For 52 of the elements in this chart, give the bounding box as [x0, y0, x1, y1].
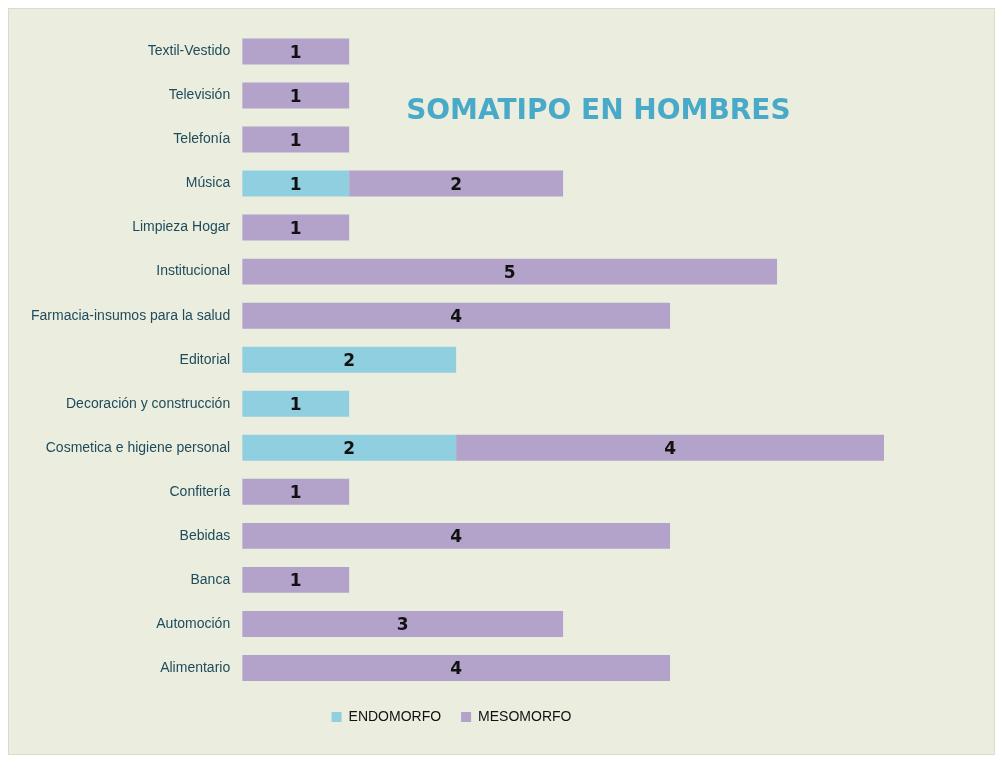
- data-label: 4: [450, 526, 463, 547]
- data-label: 4: [450, 306, 463, 327]
- y-tick-label: Textil-Vestido: [147, 42, 231, 59]
- data-label: 2: [343, 438, 356, 459]
- y-tick-label: Decoración y construcción: [66, 394, 231, 411]
- data-label: 2: [450, 173, 463, 194]
- data-label: 1: [289, 173, 302, 194]
- bar: [242, 170, 350, 197]
- data-label: 1: [289, 482, 302, 503]
- legend-label: ENDOMORFO: [348, 707, 442, 724]
- y-tick-label: Limpieza Hogar: [132, 218, 231, 235]
- text: SOMATIPO EN HOMBRES: [406, 92, 791, 126]
- bar: [242, 390, 350, 417]
- y-tick-label: Telefonía: [173, 130, 231, 147]
- data-label: 1: [289, 129, 302, 150]
- y-tick-label: Confitería: [169, 482, 231, 499]
- bar: [242, 82, 350, 109]
- bar: [242, 346, 457, 373]
- y-tick-label: Banca: [190, 570, 231, 587]
- data-label: 4: [450, 658, 463, 679]
- data-label: 1: [289, 41, 302, 62]
- bar: [349, 170, 564, 197]
- data-label: 5: [503, 262, 516, 283]
- bar: [242, 478, 350, 505]
- bar: [242, 126, 350, 153]
- bar: [242, 655, 671, 681]
- y-tick-label: Bebidas: [179, 526, 231, 543]
- bar: [242, 522, 671, 549]
- data-label: 2: [343, 350, 356, 371]
- y-tick-label: Farmacia-insumos para la salud: [30, 306, 231, 323]
- y-tick-label: Automoción: [156, 614, 231, 631]
- bar: [242, 38, 350, 65]
- y-tick-label: Televisión: [168, 86, 231, 103]
- bar: [242, 566, 350, 593]
- y-tick-label: Cosmetica e higiene personal: [45, 438, 231, 455]
- data-label: 1: [289, 570, 302, 591]
- y-tick-label: Editorial: [179, 350, 231, 367]
- bar: [242, 214, 350, 241]
- data-label: 3: [396, 614, 409, 635]
- data-label: 1: [289, 85, 302, 106]
- bar: [456, 434, 884, 461]
- data-label: 1: [289, 394, 302, 415]
- data-label: 4: [664, 438, 677, 459]
- y-tick-label: Alimentario: [160, 658, 231, 675]
- y-tick-label: Música: [185, 174, 231, 191]
- bar: [242, 302, 671, 329]
- bar: [242, 610, 564, 637]
- bar: [242, 434, 457, 461]
- y-tick-label: Institucional: [156, 262, 231, 279]
- data-label: 1: [289, 218, 302, 238]
- legend-label: MESOMORFO: [478, 707, 572, 724]
- bar: [242, 258, 778, 285]
